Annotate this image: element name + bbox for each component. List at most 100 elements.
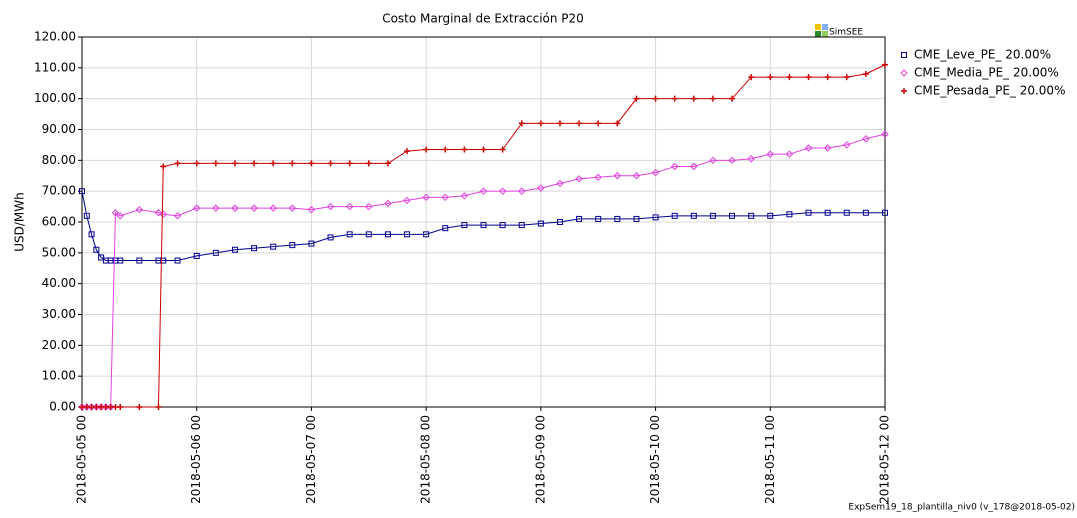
marker [79,188,85,195]
marker [537,120,544,127]
marker [805,209,812,216]
chart-title: Costo Marginal de Extracción P20 [382,12,584,26]
marker [805,74,812,81]
marker [786,211,793,218]
marker [690,162,698,171]
marker [212,204,220,212]
marker [251,160,258,167]
marker [404,231,411,238]
y-tick-label: 100.00 [34,91,76,105]
marker [690,95,697,102]
marker [748,74,755,81]
marker [709,156,717,165]
marker [116,212,124,220]
marker [174,257,181,264]
marker [614,120,621,127]
marker [442,146,449,153]
marker [111,209,120,217]
marker [160,257,167,264]
marker [843,209,850,216]
marker [384,231,391,238]
marker [556,120,563,127]
marker [652,95,659,102]
marker [480,146,487,153]
marker [269,204,277,212]
marker [326,202,335,211]
marker [785,150,794,158]
marker [135,205,144,214]
logo-icon [822,24,828,30]
marker [671,95,678,102]
marker [729,212,736,219]
marker [384,160,391,167]
marker [117,404,124,410]
legend-label: CME_Media_PE_ 20.00% [914,66,1059,80]
marker [136,404,143,410]
marker [728,156,736,165]
x-tick-label: 2018-05-11 00 [763,415,777,504]
marker [83,212,90,219]
y-tick-label: 10.00 [42,369,76,383]
marker [748,212,755,219]
y-tick-label: 110.00 [34,60,76,74]
marker [327,234,334,241]
marker [882,209,888,216]
marker [461,222,468,229]
marker [862,71,869,77]
x-tick-label: 2018-05-06 00 [189,415,203,504]
y-tick-label: 120.00 [34,30,76,44]
marker [251,245,258,252]
marker [556,179,564,188]
marker [423,231,430,238]
marker [88,231,95,238]
marker [786,74,793,81]
marker [160,163,167,170]
marker [422,193,430,202]
x-tick-label: 2018-05-12 00 [878,415,892,504]
marker [212,160,219,167]
legend-label: CME_Pesada_PE_ 20.00% [914,84,1065,98]
marker [576,120,583,127]
marker [403,196,411,205]
marker [327,160,334,167]
marker [767,74,774,81]
logo-text: SimSEE [829,28,863,38]
marker [614,215,621,222]
marker [499,222,506,229]
y-tick-label: 0.00 [49,400,76,414]
marker [346,231,353,238]
marker [747,155,755,163]
logo-icon [815,24,821,30]
marker [633,95,640,102]
marker [670,162,679,171]
marker [901,52,907,58]
marker [154,209,163,217]
marker [499,146,506,153]
marker [537,184,545,192]
marker [594,173,602,181]
marker [632,172,641,180]
marker [365,231,372,238]
marker [575,175,583,183]
marker [155,404,162,410]
marker [212,249,219,256]
marker [881,130,889,138]
marker [117,257,124,264]
marker [900,69,908,77]
y-tick-label: 90.00 [42,122,76,136]
marker [671,212,678,219]
marker [766,150,774,158]
marker [136,257,143,264]
logo-icon [822,31,828,37]
marker [537,220,544,227]
marker [556,219,563,225]
y-tick-label: 30.00 [42,307,76,321]
marker [652,214,659,221]
marker [442,225,449,232]
marker [346,160,353,167]
y-tick-label: 20.00 [42,338,76,352]
marker [93,246,100,253]
marker [345,202,354,211]
y-tick-label: 80.00 [42,153,76,167]
